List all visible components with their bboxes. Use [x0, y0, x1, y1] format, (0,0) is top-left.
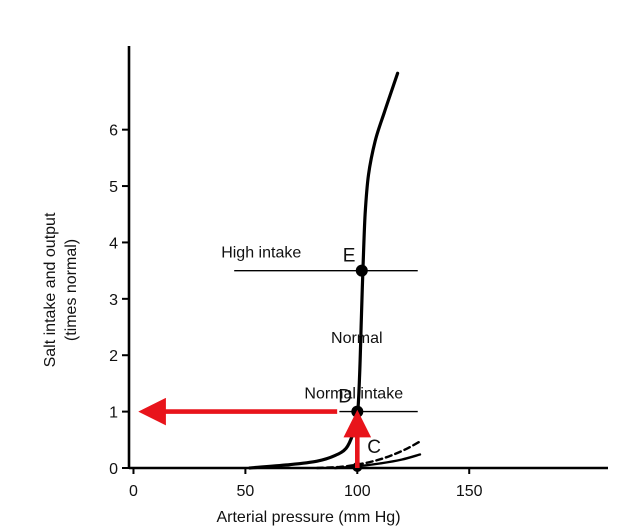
annotations: E D High intake Normal intake Normal C — [138, 245, 418, 472]
y-tick-label: 6 — [109, 123, 118, 140]
y-tick-label: 2 — [109, 348, 118, 365]
x-tick-label: 50 — [236, 483, 254, 500]
x-axis-label: Arterial pressure (mm Hg) — [216, 509, 400, 526]
axes: 0 1 2 3 4 5 6 0 50 100 150 Arterial pressure (mm Hg… — [42, 46, 608, 526]
point-label-E: E — [343, 246, 356, 267]
x-tick-label: 0 — [129, 483, 138, 500]
x-tick-label: 100 — [344, 483, 371, 500]
series-line-1 — [248, 71, 400, 470]
y-tick-label: 0 — [109, 461, 118, 478]
equilibrium-point-E — [355, 264, 368, 277]
series-label-normal: Normal — [331, 330, 383, 347]
normal-intake-label: Normal intake — [304, 386, 403, 403]
y-axis-label-units: (times normal) — [63, 239, 80, 341]
series-line-3 — [315, 440, 422, 470]
y-tick-label: 4 — [109, 235, 118, 252]
y-tick-label: 1 — [109, 405, 118, 422]
point-label-D: D — [338, 387, 352, 408]
x-tick-label: 150 — [456, 483, 483, 500]
point-label-C: C — [367, 437, 381, 458]
equilibrium-point-D — [351, 405, 364, 418]
y-tick-label: 5 — [109, 179, 118, 196]
high-intake-label: High intake — [221, 245, 301, 262]
y-tick-label: 3 — [109, 292, 118, 309]
y-axis-label: Salt intake and output — [42, 212, 59, 367]
series-group — [248, 71, 422, 470]
